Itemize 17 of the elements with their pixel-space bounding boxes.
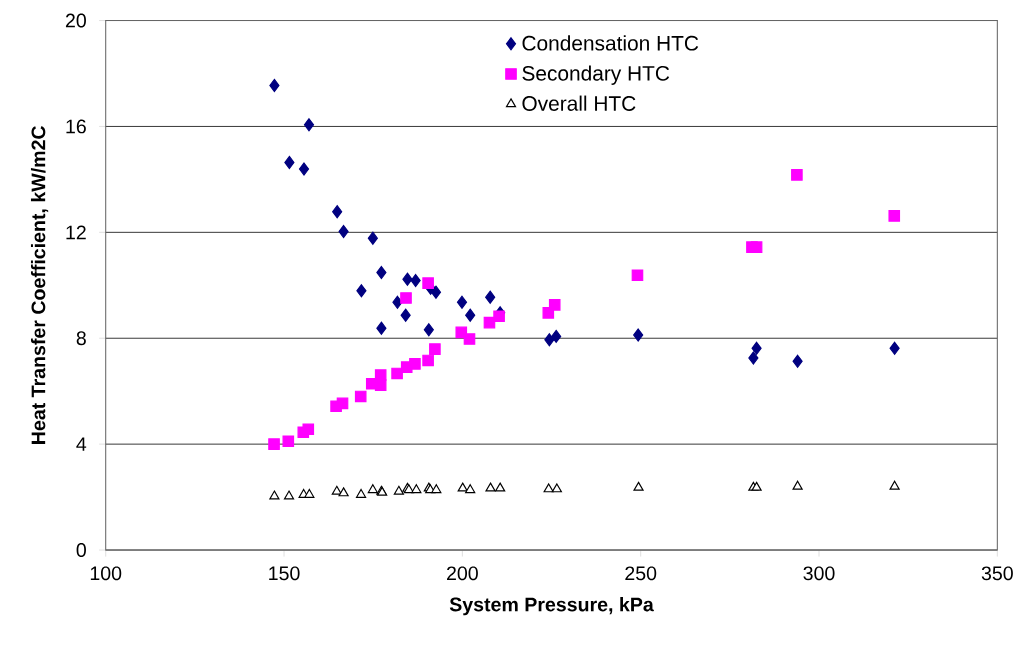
y-tick-label: 0 <box>76 543 86 558</box>
legend-label: Condensation HTC <box>522 35 699 51</box>
y-tick-label: 12 <box>66 225 86 240</box>
legend-label: Overall HTC <box>522 95 636 111</box>
x-tick-label: 350 <box>981 566 1013 581</box>
legend-label: Secondary HTC <box>522 65 670 85</box>
x-tick-label: 100 <box>90 566 122 581</box>
y-tick-label: 20 <box>65 13 86 28</box>
x-tick-label: 300 <box>803 566 835 581</box>
y-tick-label: 4 <box>76 437 87 451</box>
x-tick-label: 250 <box>625 566 657 581</box>
x-tick-label: 150 <box>269 566 300 581</box>
x-axis-title: System Pressure, kPa <box>449 597 654 616</box>
y-axis-title: Heat Transfer Coefficient, kW/m2C <box>30 126 49 444</box>
x-tick-label: 200 <box>447 566 478 581</box>
y-tick-label: 16 <box>66 119 86 134</box>
y-tick-label: 8 <box>76 331 86 346</box>
